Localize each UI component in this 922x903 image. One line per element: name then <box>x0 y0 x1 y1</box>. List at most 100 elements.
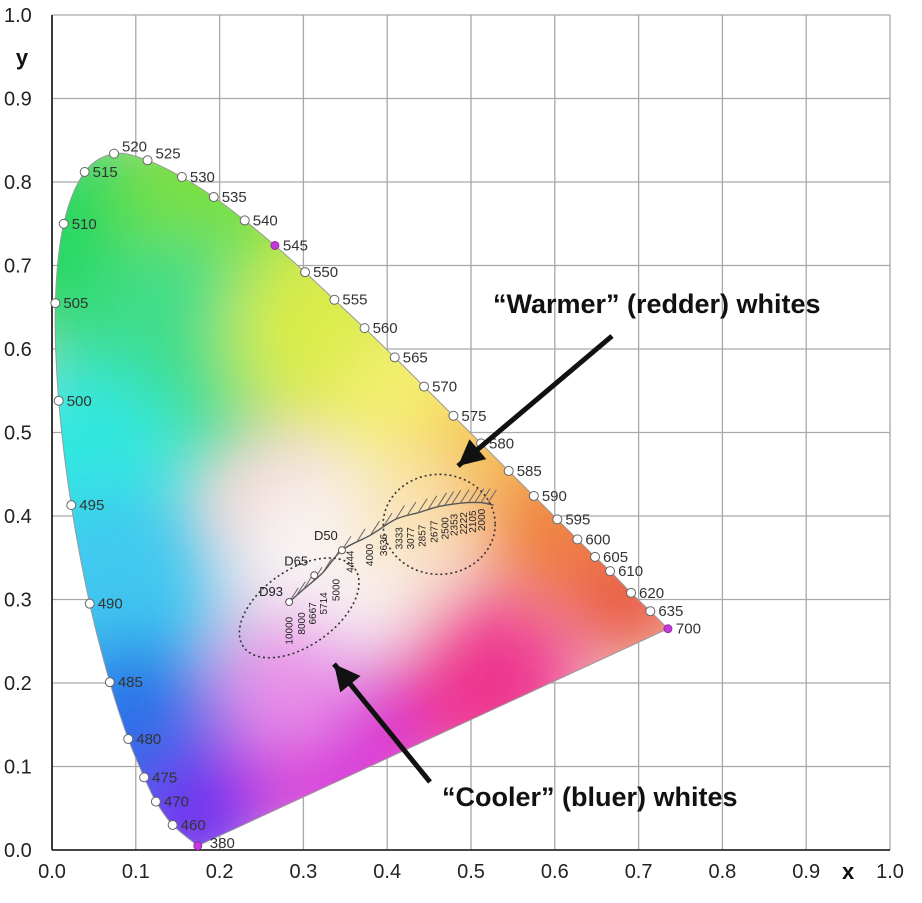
gamut-color-blob <box>216 613 357 753</box>
cct-label: 2105 <box>468 510 479 533</box>
isotemperature-tick <box>427 495 438 511</box>
annotations: “Warmer” (redder) whites “Cooler” (bluer)… <box>238 289 821 812</box>
wavelength-label: 570 <box>432 379 457 396</box>
wavelength-label: 550 <box>313 264 338 281</box>
warmer-arrow-head <box>458 439 487 466</box>
wavelength-marker <box>193 841 203 851</box>
isotemperature-tick <box>295 581 306 597</box>
white-point-marker <box>337 546 346 555</box>
cct-label: 8000 <box>297 612 308 635</box>
warmer-whites-label: “Warmer” (redder) whites <box>493 289 821 319</box>
y-tick-label: 0.0 <box>4 840 32 862</box>
wavelength-label: 495 <box>79 497 104 514</box>
wavelength-label: 460 <box>181 817 206 834</box>
wavelength-marker <box>104 677 115 688</box>
gamut-color-blob <box>352 456 473 576</box>
cct-label: 4000 <box>365 543 376 566</box>
wavelength-label: 525 <box>156 145 181 162</box>
white-point-label: D93 <box>259 584 283 599</box>
wavelength-marker <box>419 381 430 392</box>
wavelength-marker <box>84 598 95 609</box>
y-tick-label: 0.6 <box>4 339 32 361</box>
wavelength-marker <box>142 155 153 166</box>
wavelength-label: 590 <box>542 488 567 505</box>
y-tick-label: 0.8 <box>4 172 32 194</box>
x-axis-label: x <box>842 859 855 884</box>
wavelength-label: 505 <box>63 295 88 312</box>
wavelength-label: 470 <box>164 794 189 811</box>
isotemperature-tick <box>370 520 380 536</box>
wavelength-marker <box>626 587 637 598</box>
x-tick-label: 0.3 <box>289 861 317 883</box>
wavelength-label: 500 <box>67 393 92 410</box>
isotemperature-tick <box>437 492 447 508</box>
wavelength-marker <box>208 192 219 203</box>
wavelength-label: 700 <box>676 621 701 638</box>
wavelength-label: 380 <box>210 835 235 852</box>
wavelength-marker <box>270 240 280 250</box>
wavelength-marker <box>150 796 161 807</box>
wavelength-marker <box>123 733 134 744</box>
wavelength-marker <box>79 166 90 177</box>
y-tick-label: 0.9 <box>4 89 32 111</box>
wavelength-label: 560 <box>373 320 398 337</box>
wavelength-label: 555 <box>342 292 367 309</box>
cct-label: 3077 <box>406 527 417 550</box>
wavelength-marker <box>239 215 250 226</box>
isotemperature-tick <box>322 558 333 574</box>
wavelength-marker <box>66 500 77 511</box>
gamut-blend <box>55 153 668 846</box>
y-tick-label: 0.7 <box>4 256 32 278</box>
x-tick-label: 0.2 <box>206 861 234 883</box>
isotemperature-tick <box>417 498 428 513</box>
x-tick-label: 0.4 <box>373 861 401 883</box>
y-tick-label: 0.2 <box>4 673 32 695</box>
wavelength-label: 575 <box>461 408 486 425</box>
cooler-whites-label: “Cooler” (bluer) whites <box>442 782 738 812</box>
y-tick-label: 0.3 <box>4 590 32 612</box>
wavelength-label: 565 <box>403 349 428 366</box>
wavelength-marker <box>109 148 120 159</box>
isotemperature-tick <box>451 490 462 505</box>
cct-label: 6667 <box>308 602 319 625</box>
wavelength-label: 520 <box>122 139 147 156</box>
axes: 0.0 0.1 0.2 0.3 0.4 0.5 0.6 0.7 0.8 0.9 1.0 0.0 0.1 0… <box>4 5 904 884</box>
cct-label: 2353 <box>450 513 461 536</box>
wavelength-label: 490 <box>98 596 123 613</box>
cct-label: 2857 <box>418 524 429 547</box>
y-tick-label: 0.4 <box>4 506 32 528</box>
x-tick-label: 0.6 <box>541 861 569 883</box>
isotemperature-tick <box>444 491 455 506</box>
wavelength-marker <box>448 410 459 421</box>
wavelength-label: 475 <box>152 769 177 786</box>
isotemperature-tick <box>474 488 485 503</box>
warmer-arrow-shaft <box>456 334 614 468</box>
warm-whites-ellipse <box>382 473 496 576</box>
x-tick-label: 0.7 <box>625 861 653 883</box>
wavelength-label: 600 <box>585 531 610 548</box>
wavelength-label: 620 <box>639 585 664 602</box>
white-point-label: D50 <box>314 528 338 543</box>
wavelength-label: 585 <box>517 463 542 480</box>
x-tick-label: 0.5 <box>457 861 485 883</box>
cct-label: 4444 <box>346 550 357 573</box>
wavelength-label: 485 <box>118 674 143 691</box>
isotemperature-tick <box>406 501 417 517</box>
cct-label: 2677 <box>429 520 440 543</box>
wavelength-label: 480 <box>136 731 161 748</box>
wavelength-marker <box>300 267 311 278</box>
white-point-label: D65 <box>284 553 308 568</box>
isotemperature-tick <box>302 575 313 590</box>
gamut-color-blob <box>124 746 265 846</box>
cct-label: 5714 <box>319 592 330 615</box>
cct-label: 2222 <box>459 512 470 535</box>
wavelength-marker <box>329 294 340 305</box>
y-tick-label: 0.5 <box>4 423 32 445</box>
wavelength-marker <box>503 465 514 476</box>
wavelength-marker <box>572 534 583 545</box>
wavelength-marker <box>663 624 673 634</box>
wavelength-marker <box>167 819 178 830</box>
cct-label: 10000 <box>285 616 296 644</box>
